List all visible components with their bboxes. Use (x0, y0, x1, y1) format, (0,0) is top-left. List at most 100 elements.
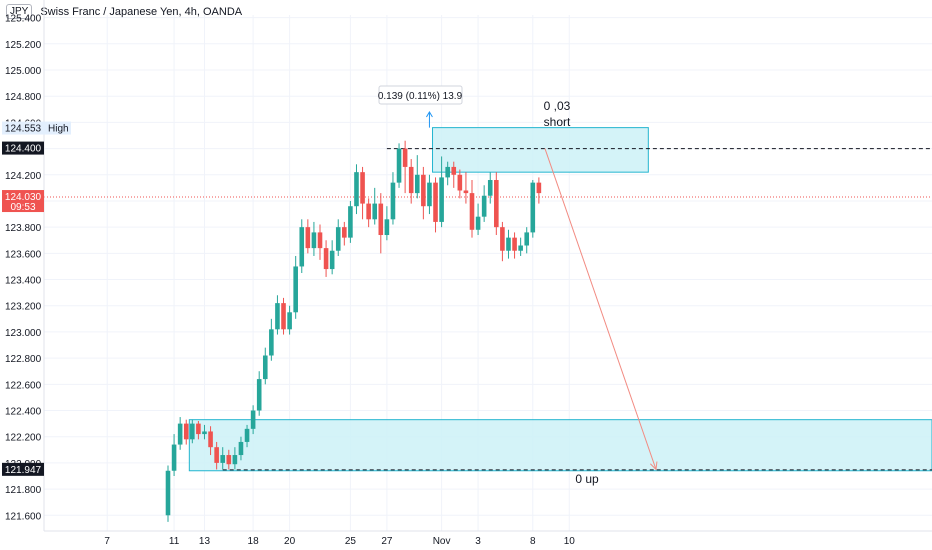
candle-body (469, 193, 475, 230)
candle-body (372, 203, 378, 220)
projection-arrow (544, 148, 657, 470)
candle-body (244, 428, 250, 442)
candle-body (414, 174, 420, 194)
candle-body (445, 166, 450, 178)
candle-body (518, 245, 523, 251)
x-tick-label: 3 (475, 536, 481, 547)
candle-body (311, 232, 317, 249)
candle-body (390, 182, 396, 220)
x-tick-label: 13 (199, 536, 211, 547)
short-label: short (544, 115, 571, 129)
annotations: 0.139 (0.11%) 13.9 0 ,03 short 0 up (378, 85, 658, 486)
candle-body (317, 232, 323, 249)
zones (188, 127, 932, 472)
x-tick-label: 25 (345, 536, 357, 547)
bottom-label: 0 up (575, 472, 599, 486)
candle-body (226, 455, 232, 465)
candles (165, 140, 542, 522)
y-tick-label: 122.400 (5, 407, 42, 418)
supply-zone (432, 127, 649, 173)
low-price-label-bg (2, 462, 44, 476)
candle-body (433, 182, 438, 222)
level-price-label-bg (2, 141, 44, 155)
candle-body (220, 455, 226, 463)
candle-body (323, 248, 329, 270)
arrow-head (650, 461, 658, 471)
x-tick-label: 11 (169, 536, 180, 547)
candle-body (177, 423, 183, 445)
candle-body (335, 227, 341, 251)
measure-tooltip: 0.139 (0.11%) 13.9 (378, 91, 463, 102)
x-tick-label: 8 (530, 536, 536, 547)
y-tick-label: 121.600 (5, 511, 42, 522)
x-tick-label: 7 (104, 536, 110, 547)
high-price-label: 124.553 (5, 124, 42, 135)
current-price-label: 124.030 (5, 192, 42, 203)
candle-body (183, 423, 189, 440)
candle-body (366, 203, 371, 220)
candle-body (293, 266, 298, 313)
candle-body (190, 423, 195, 440)
candle-body (299, 227, 305, 267)
candle-body (256, 379, 262, 411)
candle-body (384, 219, 390, 236)
candle-body (494, 180, 499, 228)
y-tick-label: 124.200 (5, 171, 42, 182)
candle-body (439, 177, 444, 222)
candle-body (232, 455, 238, 465)
candle-body (171, 444, 177, 471)
candle-body (238, 441, 244, 456)
candle-body (506, 237, 511, 251)
currency-badge[interactable]: JPY (6, 4, 33, 19)
candle-body (481, 195, 487, 217)
candle-body (463, 190, 469, 194)
candle-body (402, 148, 408, 167)
x-tick-label: Nov (433, 536, 451, 547)
y-tick-label: 123.800 (5, 223, 42, 234)
y-tick-label: 124.800 (5, 92, 42, 103)
high-tag: High (48, 124, 69, 135)
candle-body (421, 174, 426, 207)
candle-body (524, 232, 530, 246)
y-tick-label: 123.000 (5, 328, 42, 339)
candle-body (451, 166, 457, 175)
candle-body (202, 431, 207, 435)
y-tick-label: 122.200 (5, 433, 42, 444)
x-tick-label: 27 (381, 536, 393, 547)
candle-body (275, 303, 280, 330)
y-tick-label: 125.200 (5, 40, 42, 51)
y-tick-label: 125.000 (5, 66, 42, 77)
candle-body (512, 237, 517, 251)
chart-header: JPY Swiss Franc / Japanese Yen, 4h, OAND… (6, 4, 242, 19)
y-tick-label: 121.800 (5, 485, 42, 496)
candle-body (360, 172, 365, 204)
y-tick-label: 123.600 (5, 249, 42, 260)
time-axis[interactable]: 7 11 13 18 20 25 27 Nov 3 8 10 (44, 530, 932, 547)
candle-body (250, 410, 256, 429)
candle-body (281, 303, 286, 330)
candle-body (214, 447, 219, 463)
candle-body (487, 180, 493, 196)
target-label: 0 ,03 (544, 99, 571, 113)
candle-body (329, 250, 335, 270)
current-price-label-bg (2, 190, 44, 213)
measure-arrow-icon (426, 111, 433, 118)
x-tick-label: 18 (248, 536, 260, 547)
candle-body (269, 329, 274, 356)
measure-tooltip-box (378, 85, 463, 105)
y-tick-label: 122.600 (5, 380, 42, 391)
levels (44, 148, 932, 471)
candle-body (262, 355, 268, 380)
candle-body (165, 470, 171, 516)
candle-body (208, 431, 213, 448)
x-tick-label: 20 (284, 536, 296, 547)
level-price-label: 124.400 (5, 144, 42, 155)
symbol-title[interactable]: Swiss Franc / Japanese Yen, 4h, OANDA (40, 5, 243, 18)
candle-body (536, 182, 542, 194)
candle-body (348, 206, 353, 238)
candle-body (378, 203, 384, 236)
candle-body (396, 148, 402, 183)
candle-body (287, 312, 292, 330)
price-axis[interactable]: 125.400125.200125.000124.800124.600124.4… (2, 0, 71, 531)
